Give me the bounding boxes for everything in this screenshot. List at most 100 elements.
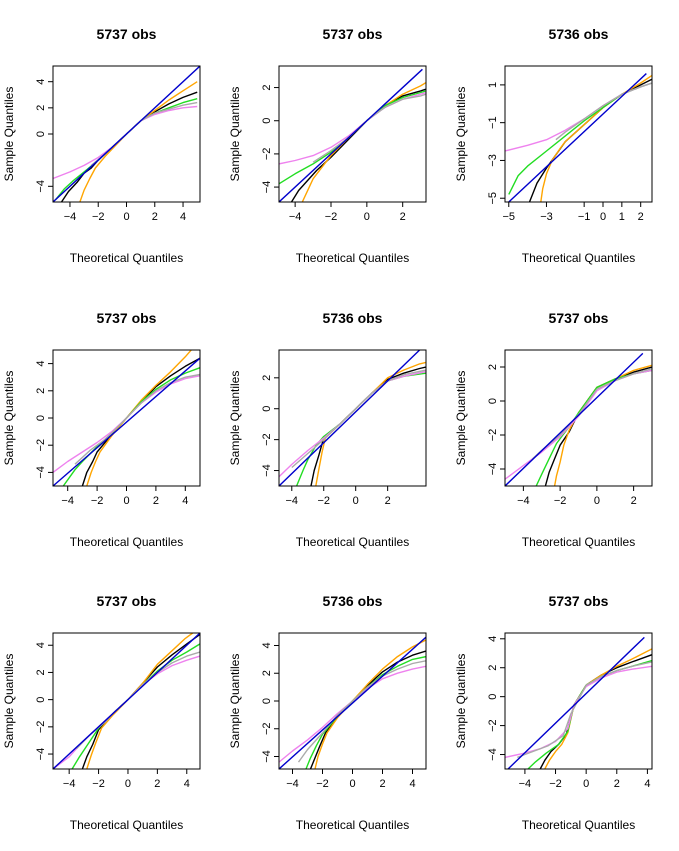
x-axis-label: Theoretical Quantiles [70, 818, 183, 832]
qq-series-line-green [508, 82, 652, 195]
y-tick-label: −2 [261, 148, 273, 161]
qq-series-line-black [310, 366, 426, 486]
y-tick-label: 0 [261, 406, 273, 412]
x-tick-label: 2 [153, 495, 159, 507]
y-tick-label: −1 [487, 116, 499, 129]
x-tick-label: 0 [583, 778, 589, 790]
x-tick-label: −2 [549, 778, 562, 790]
x-tick-label: −4 [63, 778, 76, 790]
qq-series-line-orange [314, 639, 426, 769]
x-tick-label: −2 [316, 778, 329, 790]
qq-series-line-green [55, 98, 198, 200]
qq-panel: 5736 obs −4 −2 0 2 −4 −2 0 2 Theoretical Quantile… [228, 310, 427, 549]
x-tick-label: −4 [517, 495, 530, 507]
qq-series-line-black [290, 88, 426, 202]
qq-series-line-violet [279, 91, 426, 165]
qq-series-line-green [305, 655, 426, 769]
x-tick-label: −2 [554, 495, 567, 507]
qq-series-line-violet [53, 375, 200, 473]
x-tick-label: 2 [379, 778, 385, 790]
y-tick-label: 2 [261, 375, 273, 381]
x-tick-label: −3 [540, 211, 553, 223]
y-axis-label: Sample Quantiles [228, 654, 242, 749]
qq-series-line-gray [291, 369, 426, 469]
x-tick-label: 2 [385, 495, 391, 507]
panel-title: 5737 obs [549, 310, 609, 326]
qq-series-line-orange [544, 648, 652, 769]
x-tick-label: −2 [325, 211, 338, 223]
y-axis-label: Sample Quantiles [2, 654, 16, 749]
x-tick-label: 4 [184, 778, 190, 790]
qq-panel: 5737 obs −4 −2 0 2 4 −4 −2 0 2 4 Theoretical Quanti… [2, 593, 201, 832]
qq-series-line-violet [279, 665, 426, 763]
panel-title: 5737 obs [549, 593, 609, 609]
qq-panel: 5736 obs −5 −3 −1 0 1 2 −5 −3 −1 1 Theoretical Quan… [454, 26, 653, 265]
qq-panel: 5737 obs −4 −2 0 2 4 −4 0 2 4 Theoretical Quantile… [2, 26, 201, 265]
y-tick-label: 2 [35, 388, 47, 394]
x-tick-label: 4 [182, 495, 188, 507]
y-axis-label: Sample Quantiles [454, 371, 468, 466]
y-tick-label: −2 [487, 719, 499, 732]
qq-panel: 5737 obs −4 −2 0 2 4 −4 −2 0 2 4 Theoretical Quanti… [454, 593, 653, 832]
x-tick-label: 2 [631, 495, 637, 507]
plot-frame [504, 65, 653, 203]
y-tick-label: −2 [35, 721, 47, 734]
y-axis-label: Sample Quantiles [454, 87, 468, 182]
x-tick-label: 0 [600, 211, 606, 223]
y-axis-label: Sample Quantiles [228, 371, 242, 466]
y-tick-label: 4 [35, 642, 47, 648]
x-tick-label: 1 [619, 211, 625, 223]
qq-panel: 5737 obs −4 −2 0 2 −4 −2 0 2 Theoretical Quantile… [454, 310, 653, 549]
qq-series-line-violet [279, 370, 426, 478]
qq-series-line-orange [86, 633, 194, 769]
y-axis-label: Sample Quantiles [2, 371, 16, 466]
x-tick-label: 2 [154, 778, 160, 790]
panel-title: 5737 obs [97, 310, 157, 326]
x-tick-label: 0 [594, 495, 600, 507]
panel-title: 5736 obs [323, 310, 383, 326]
panel-title: 5736 obs [323, 593, 383, 609]
y-tick-label: −4 [35, 748, 47, 761]
qq-series-line-violet [505, 665, 652, 759]
x-axis-label: Theoretical Quantiles [522, 535, 635, 549]
x-tick-label: 0 [125, 778, 131, 790]
y-tick-label: 0 [261, 698, 273, 704]
x-axis-label: Theoretical Quantiles [522, 251, 635, 265]
x-tick-label: −4 [289, 211, 302, 223]
qq-series-line-black [539, 654, 652, 769]
reference-line [53, 633, 200, 769]
plot-frame [278, 65, 427, 203]
qq-series-line-gray [312, 93, 426, 163]
qq-series-line-black [309, 650, 426, 769]
y-axis-label: Sample Quantiles [454, 654, 468, 749]
plot-frame [504, 632, 653, 770]
x-axis-label: Theoretical Quantiles [522, 818, 635, 832]
x-tick-label: −2 [91, 495, 104, 507]
y-tick-label: −2 [35, 439, 47, 452]
y-tick-label: 0 [35, 697, 47, 703]
x-axis-label: Theoretical Quantiles [296, 251, 409, 265]
qq-series-line-gray [74, 373, 200, 465]
x-tick-label: −2 [92, 778, 105, 790]
y-tick-label: −3 [487, 154, 499, 167]
x-tick-label: 4 [409, 778, 415, 790]
y-tick-label: −2 [261, 433, 273, 446]
y-tick-label: 2 [35, 669, 47, 675]
qq-series-line-gray [517, 661, 652, 759]
y-tick-label: −4 [261, 750, 273, 763]
reference-line [508, 73, 647, 202]
y-axis-label: Sample Quantiles [2, 87, 16, 182]
x-tick-label: 2 [400, 211, 406, 223]
panel-title: 5736 obs [549, 26, 609, 42]
qq-series-line-orange [301, 82, 426, 202]
y-tick-label: −4 [487, 748, 499, 761]
panel-title: 5737 obs [323, 26, 383, 42]
y-tick-label: 0 [487, 398, 499, 404]
y-tick-label: 2 [487, 364, 499, 370]
qq-series-line-black [528, 78, 652, 202]
panel-title: 5737 obs [97, 593, 157, 609]
y-tick-label: −4 [487, 463, 499, 476]
reference-line [507, 636, 645, 769]
qq-series-line-green [279, 90, 426, 185]
